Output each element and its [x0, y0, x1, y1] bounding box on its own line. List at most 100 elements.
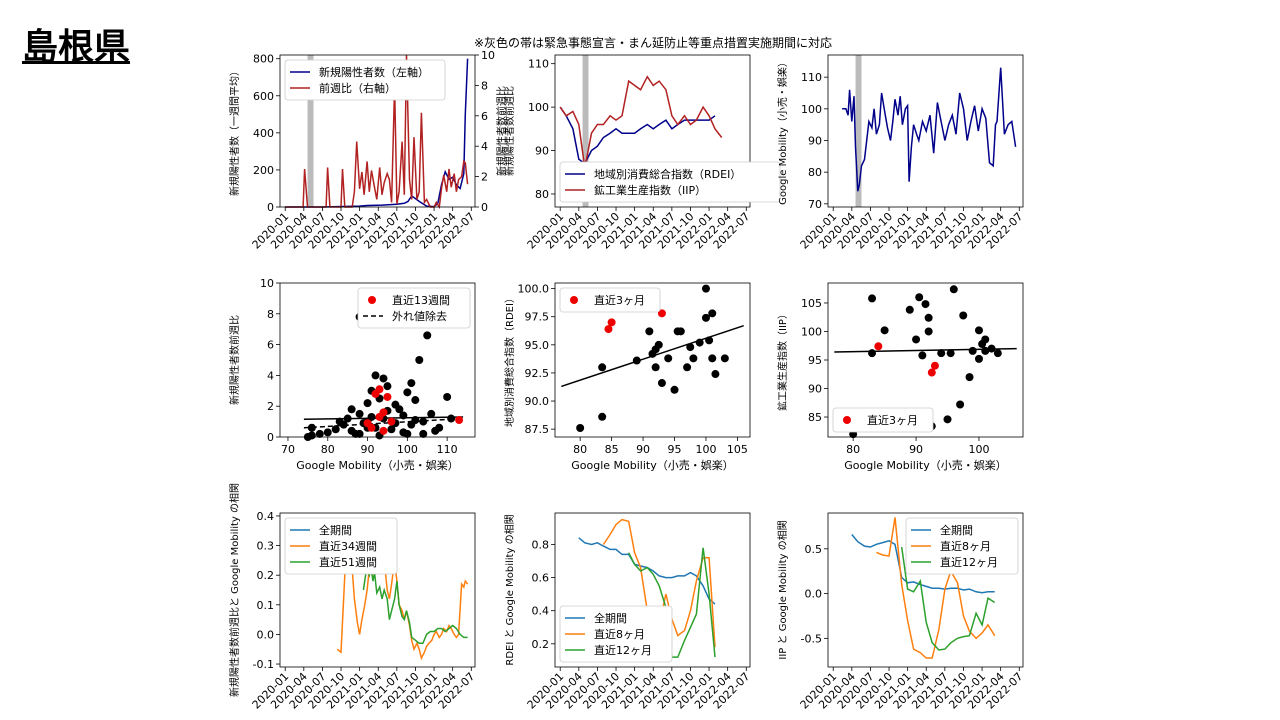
p5-legend-marker: [570, 296, 578, 304]
p2-axes-frame: [554, 54, 751, 208]
p5-point: [651, 363, 660, 372]
p6-point: [921, 300, 930, 309]
p1-y2-tick-label: 0: [481, 201, 488, 214]
p4-point: [383, 382, 392, 391]
p6-point: [981, 335, 990, 344]
p4-point: [399, 411, 408, 420]
p5-y-tick-label: 87.5: [525, 423, 550, 436]
p6-x-axis-label: Google Mobility（小売・娯楽）: [844, 458, 1006, 472]
p8-axes-frame: [554, 512, 751, 668]
p4-recent-point: [379, 426, 388, 435]
p4-x-tick-label: 100: [397, 443, 418, 456]
p3-y-tick-label: 90: [808, 135, 822, 148]
p6-point: [959, 311, 968, 320]
p5-point: [598, 363, 607, 372]
p6-legend-label: 直近3ヶ月: [867, 413, 918, 427]
p5-legend-label: 直近3ヶ月: [594, 293, 645, 307]
p4-point: [427, 409, 436, 418]
p1-y-tick-label: 0: [267, 201, 274, 214]
p6-point: [924, 313, 933, 322]
p6-legend-marker: [843, 416, 851, 424]
p5-y-axis-label: 地域別消費総合指数（RDEI）: [503, 293, 516, 427]
p4-point: [355, 409, 364, 418]
p6-point: [956, 400, 965, 409]
p6-point: [981, 346, 990, 355]
p8-y-tick-label: 0.8: [532, 538, 550, 551]
p6-recent-point: [874, 342, 883, 351]
p1-y2-tick-label: 10: [481, 49, 495, 62]
p4-point: [331, 425, 340, 434]
p5-x-tick-label: 105: [727, 443, 748, 456]
p1-y-axis-label: 新規陽性者数（一週間平均）: [228, 66, 241, 196]
p1-shade-band: [307, 55, 314, 207]
p4-y-tick-label: 6: [267, 339, 274, 352]
p5-x-tick-label: 95: [668, 443, 682, 456]
p4-point: [347, 405, 356, 414]
p4-point: [435, 423, 444, 432]
p6-point: [949, 285, 958, 294]
p6-point: [924, 327, 933, 336]
p6-y-tick-label: 85: [808, 411, 822, 424]
p4-y-tick-label: 2: [267, 400, 274, 413]
p2-y-tick-label: 110: [528, 58, 549, 71]
p9-legend-label: 全期間: [940, 523, 973, 537]
p7-y-tick-label: 0.1: [257, 599, 275, 612]
p5-point: [654, 340, 663, 349]
p4-recent-point: [383, 392, 392, 401]
p6-recent-point: [930, 361, 939, 370]
p4-y-axis-label: 新規陽性者数前週比: [228, 315, 241, 405]
p7-y-tick-label: 0.3: [257, 540, 275, 553]
p4-point: [419, 417, 428, 426]
p9-y-tick-label: 0.0: [805, 588, 823, 601]
p5-point: [670, 385, 679, 394]
p9-y-tick-label: -0.5: [801, 632, 822, 645]
p5-point: [598, 412, 607, 421]
p6-point: [918, 351, 927, 360]
p6-point: [868, 349, 877, 358]
p3-y-tick-label: 110: [801, 71, 822, 84]
p2-legend-label: 鉱工業生産指数（IIP）: [594, 183, 706, 197]
p4-recent-point: [375, 412, 384, 421]
p9-y-tick-label: 0.5: [805, 543, 823, 556]
p2-y-tick-label: 80: [535, 188, 549, 201]
p4-point: [447, 414, 456, 423]
p4-legend-label: 直近13週間: [392, 293, 450, 307]
chart-suptitle: ※灰色の帯は緊急事態宣言・まん延防止等重点措置実施期間に対応: [474, 35, 832, 50]
p6-y-tick-label: 95: [808, 354, 822, 367]
p9-series-line: [851, 534, 995, 594]
p4-x-axis-label: Google Mobility（小売・娯楽）: [296, 458, 458, 472]
p7-y-axis-label: 新規陽性者数前週比と Google Mobility の相関: [228, 483, 241, 697]
p6-point: [937, 349, 946, 358]
p8-y-axis-label: RDEI と Google Mobility の相関: [503, 514, 516, 665]
p4-point: [367, 412, 376, 421]
p4-point: [407, 379, 416, 388]
p6-point: [943, 415, 952, 424]
p6-x-tick-label: 80: [846, 443, 860, 456]
p4-legend-box: [357, 287, 471, 329]
p5-legend-box: [559, 287, 661, 313]
p7-y-tick-label: -0.1: [253, 658, 274, 671]
p7-legend-label: 直近34週間: [319, 539, 377, 553]
p5-recent-point: [604, 325, 613, 334]
p1-y2-tick-label: 6: [481, 110, 488, 123]
p5-point: [708, 354, 717, 363]
p6-y-tick-label: 105: [801, 297, 822, 310]
p9-legend-label: 直近12ヶ月: [940, 555, 998, 569]
p6-point: [912, 335, 921, 344]
p4-y-tick-label: 4: [267, 369, 274, 382]
p1-y-tick-label: 200: [253, 164, 274, 177]
p2-y-tick-label: 100: [528, 101, 549, 114]
p1-y-tick-label: 800: [253, 53, 274, 66]
p5-point: [645, 327, 654, 336]
p5-point: [657, 379, 666, 388]
p6-point: [965, 373, 974, 382]
p8-series-line: [578, 537, 716, 605]
p5-point: [695, 338, 704, 347]
p5-point: [689, 354, 698, 363]
p4-point: [371, 371, 380, 380]
p4-point: [343, 414, 352, 423]
p5-point: [664, 354, 673, 363]
p4-point: [355, 429, 364, 438]
p5-point: [632, 356, 641, 365]
p5-x-tick-label: 100: [695, 443, 716, 456]
